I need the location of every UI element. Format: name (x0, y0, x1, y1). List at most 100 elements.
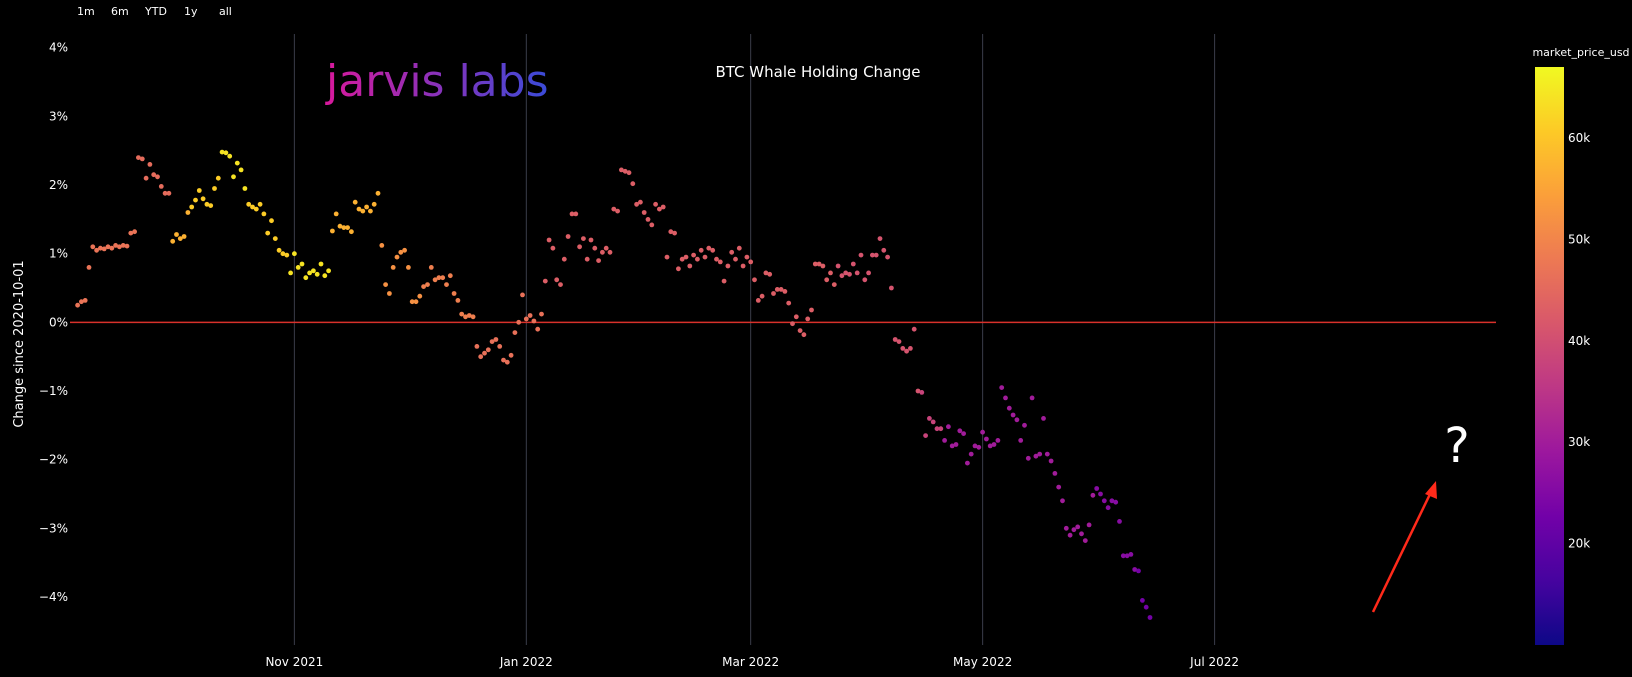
data-point[interactable] (569, 211, 575, 217)
data-point[interactable] (364, 204, 369, 210)
data-point[interactable] (474, 344, 480, 349)
data-point[interactable] (151, 172, 157, 178)
data-point[interactable] (497, 344, 503, 349)
data-point[interactable] (250, 204, 255, 210)
data-point[interactable] (421, 284, 426, 289)
data-point[interactable] (607, 249, 613, 255)
data-point[interactable] (360, 208, 366, 214)
data-point[interactable] (349, 229, 354, 235)
data-point[interactable] (1071, 527, 1077, 533)
data-point[interactable] (189, 204, 195, 210)
data-point[interactable] (790, 321, 795, 327)
data-point[interactable] (257, 201, 263, 207)
data-point[interactable] (504, 359, 510, 365)
data-point[interactable] (820, 263, 826, 269)
data-point[interactable] (440, 275, 446, 281)
data-point[interactable] (908, 346, 913, 351)
data-point[interactable] (668, 229, 674, 235)
data-point[interactable] (870, 252, 875, 258)
data-point[interactable] (212, 186, 217, 191)
data-point[interactable] (664, 254, 670, 260)
data-point[interactable] (733, 256, 738, 262)
data-point[interactable] (1060, 498, 1065, 504)
data-point[interactable] (793, 314, 799, 320)
data-point[interactable] (303, 275, 309, 281)
data-point[interactable] (1010, 412, 1016, 418)
data-point[interactable] (885, 254, 890, 260)
data-point[interactable] (402, 247, 407, 253)
data-point[interactable] (1082, 538, 1088, 543)
data-point[interactable] (333, 211, 339, 217)
data-point[interactable] (1147, 615, 1153, 620)
data-point[interactable] (740, 263, 746, 269)
data-point[interactable] (714, 256, 719, 262)
data-point[interactable] (862, 277, 868, 283)
data-point[interactable] (535, 326, 541, 332)
data-point[interactable] (406, 265, 411, 270)
data-point[interactable] (139, 156, 145, 162)
data-point[interactable] (991, 442, 997, 447)
data-point[interactable] (816, 261, 822, 267)
data-point[interactable] (451, 291, 457, 296)
data-point[interactable] (919, 390, 925, 395)
data-point[interactable] (965, 460, 970, 466)
data-point[interactable] (162, 190, 168, 196)
data-point[interactable] (318, 261, 324, 267)
range-button-1m[interactable]: 1m (77, 5, 95, 18)
data-point[interactable] (702, 254, 708, 260)
data-point[interactable] (272, 236, 278, 242)
data-point[interactable] (470, 314, 476, 320)
data-point[interactable] (660, 204, 666, 210)
data-point[interactable] (98, 245, 103, 251)
data-point[interactable] (170, 238, 176, 244)
data-point[interactable] (428, 265, 434, 270)
data-point[interactable] (520, 292, 525, 298)
data-point[interactable] (634, 201, 639, 207)
data-point[interactable] (1022, 422, 1027, 428)
data-point[interactable] (736, 245, 742, 251)
data-point[interactable] (896, 339, 902, 344)
range-button-ytd[interactable]: YTD (145, 5, 167, 18)
data-point[interactable] (976, 444, 982, 450)
data-point[interactable] (1086, 522, 1092, 528)
data-point[interactable] (1018, 438, 1024, 443)
data-point[interactable] (645, 217, 651, 222)
data-point[interactable] (341, 225, 347, 231)
data-point[interactable] (231, 174, 236, 180)
data-point[interactable] (94, 247, 99, 253)
data-point[interactable] (938, 426, 944, 432)
data-point[interactable] (934, 426, 940, 432)
data-point[interactable] (1041, 416, 1046, 421)
data-point[interactable] (253, 206, 259, 212)
data-point[interactable] (113, 243, 118, 248)
data-point[interactable] (311, 268, 316, 274)
data-point[interactable] (1090, 492, 1096, 498)
data-point[interactable] (923, 433, 928, 438)
data-point[interactable] (619, 167, 624, 173)
data-point[interactable] (698, 247, 704, 253)
data-point[interactable] (721, 278, 727, 284)
data-point[interactable] (831, 282, 837, 287)
data-point[interactable] (1117, 519, 1122, 524)
data-point[interactable] (155, 174, 160, 180)
data-point[interactable] (204, 201, 210, 207)
data-point[interactable] (75, 302, 80, 308)
data-point[interactable] (508, 352, 514, 358)
data-point[interactable] (136, 155, 141, 161)
data-point[interactable] (219, 149, 225, 155)
data-point[interactable] (957, 428, 963, 434)
data-point[interactable] (314, 271, 320, 277)
data-point[interactable] (288, 270, 293, 276)
data-point[interactable] (927, 416, 932, 421)
data-point[interactable] (1143, 604, 1149, 610)
data-point[interactable] (276, 247, 282, 253)
data-point[interactable] (600, 249, 605, 255)
data-point[interactable] (1105, 505, 1111, 511)
data-point[interactable] (767, 271, 773, 277)
data-point[interactable] (200, 196, 206, 202)
data-point[interactable] (292, 251, 297, 257)
data-point[interactable] (1128, 552, 1134, 557)
data-point[interactable] (132, 229, 138, 235)
data-point[interactable] (174, 232, 179, 237)
data-point[interactable] (238, 167, 244, 173)
